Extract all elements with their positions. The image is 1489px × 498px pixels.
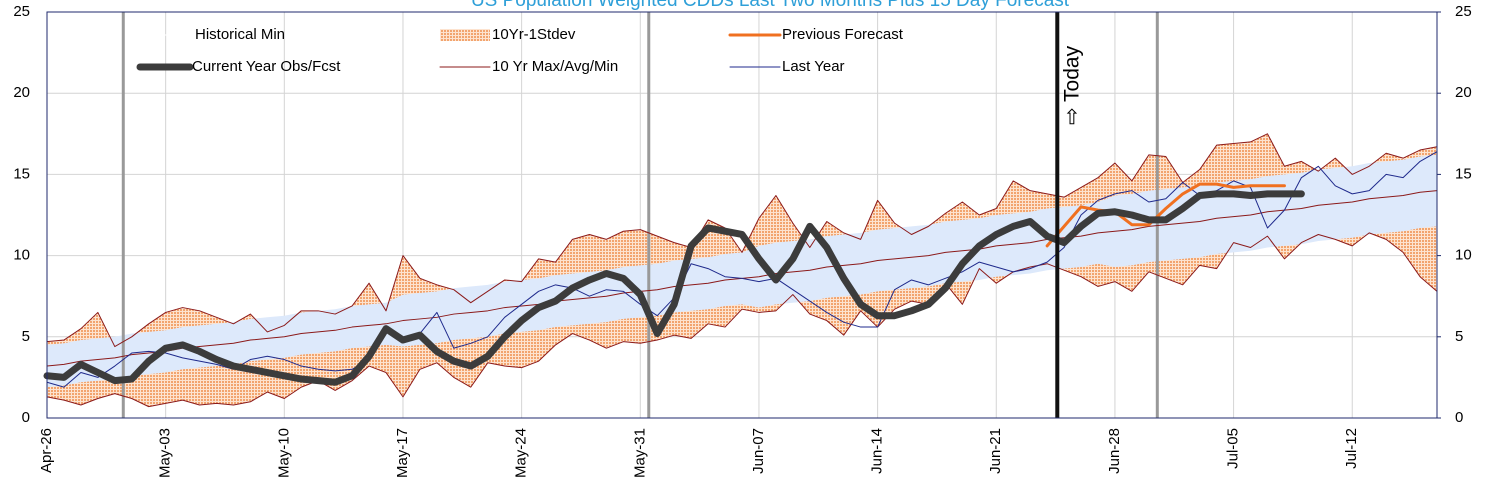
- x-tick-label: Jul-12: [1343, 428, 1360, 469]
- x-tick-label: May-03: [157, 428, 174, 478]
- x-tick-label: Jul-05: [1225, 428, 1242, 469]
- legend-label: Current Year Obs/Fcst: [192, 58, 341, 75]
- y2-tick-label: 5: [1455, 328, 1463, 345]
- stdev-band: [47, 154, 1437, 388]
- x-tick-label: May-10: [275, 428, 292, 478]
- current-year-line: [43, 190, 1305, 386]
- y2-tick-label: 20: [1455, 84, 1472, 101]
- y-tick-label: 25: [13, 3, 30, 20]
- y-tick-label: 10: [13, 247, 30, 264]
- y-tick-label: 15: [13, 165, 30, 182]
- y2-tick-label: 15: [1455, 165, 1472, 182]
- x-tick-label: May-24: [513, 428, 530, 478]
- plot-frame: [46, 11, 1438, 419]
- today-label: ⇨ Today: [1061, 45, 1084, 125]
- legend-swatch: [440, 29, 490, 41]
- x-tick-label: Jun-28: [1106, 428, 1123, 474]
- y-tick-label: 0: [22, 409, 30, 426]
- ten-year-min: [46, 232, 1438, 408]
- y2-tick-label: 10: [1455, 247, 1472, 264]
- y-tick-label: 5: [22, 328, 30, 345]
- x-tick-label: May-31: [631, 428, 648, 478]
- y2-tick-label: 0: [1455, 409, 1463, 426]
- legend-label: Last Year: [782, 58, 845, 75]
- y2-tick-label: 25: [1455, 3, 1472, 20]
- x-tick-label: May-17: [394, 428, 411, 478]
- x-tick-label: Jun-07: [750, 428, 767, 474]
- y-tick-label: 20: [13, 84, 30, 101]
- legend-label: 10Yr-1Stdev: [492, 26, 576, 43]
- x-tick-label: Jun-14: [869, 428, 886, 474]
- x-tick-label: Jun-21: [987, 428, 1004, 474]
- x-tick-label: Apr-26: [38, 428, 55, 473]
- legend-label: 10 Yr Max/Avg/Min: [492, 58, 618, 75]
- legend-label: Historical Min: [195, 26, 285, 43]
- ten-year-max: [46, 133, 1438, 348]
- chart-title: US Population Weighted CDDs Last Two Mon…: [471, 0, 1070, 11]
- previous-forecast-line: [1045, 182, 1286, 248]
- legend-label: Previous Forecast: [782, 26, 904, 43]
